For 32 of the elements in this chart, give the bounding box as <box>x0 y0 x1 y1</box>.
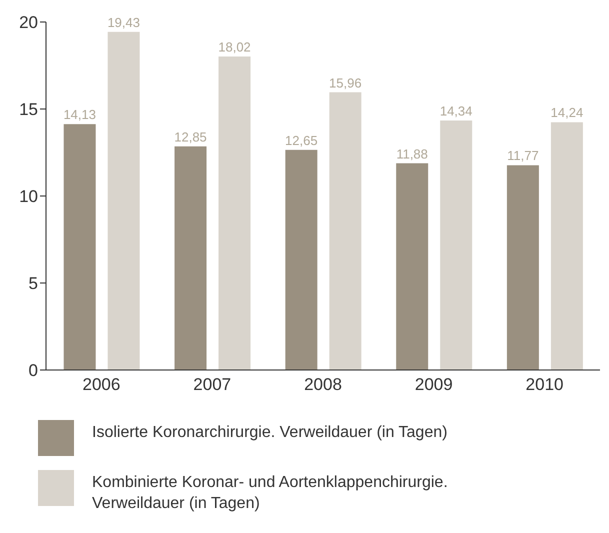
bar <box>329 92 362 370</box>
bar <box>506 165 539 370</box>
bar <box>174 146 207 370</box>
x-tick-label: 2007 <box>193 375 232 394</box>
data-label: 12,65 <box>285 132 318 148</box>
legend-label: Isolierte Koronarchirurgie. Verweildauer (in Tagen) <box>92 423 448 443</box>
legend-label: Kombinierte Koronar- und Aortenklappenchirurgie. Verweildauer (in Tagen) <box>92 473 449 514</box>
data-label: 14,34 <box>440 103 472 118</box>
data-label: 14,24 <box>550 105 584 120</box>
x-tick-label: 2008 <box>304 375 342 394</box>
bar <box>285 150 318 370</box>
y-tick-label: 10 <box>19 187 38 206</box>
x-tick-label: 2010 <box>526 375 564 394</box>
y-tick-label: 0 <box>28 361 38 380</box>
bar <box>440 120 472 370</box>
data-label: 19,43 <box>107 14 140 30</box>
y-tick-label: 15 <box>19 100 38 120</box>
data-label: 12,85 <box>174 129 207 144</box>
x-tick-label: 2009 <box>414 375 453 394</box>
data-label: 18,02 <box>218 39 251 54</box>
data-label: 15,96 <box>329 75 362 90</box>
y-tick-label: 20 <box>19 13 38 32</box>
bar <box>550 122 583 370</box>
data-label: 11,88 <box>396 146 428 162</box>
y-tick-label: 5 <box>28 274 38 294</box>
data-label: 14,13 <box>63 107 96 122</box>
bar <box>218 56 251 370</box>
bar <box>396 163 428 370</box>
x-tick-label: 2006 <box>82 375 120 394</box>
bar <box>64 124 96 370</box>
data-label: 11,77 <box>507 148 539 164</box>
bar <box>108 32 140 370</box>
